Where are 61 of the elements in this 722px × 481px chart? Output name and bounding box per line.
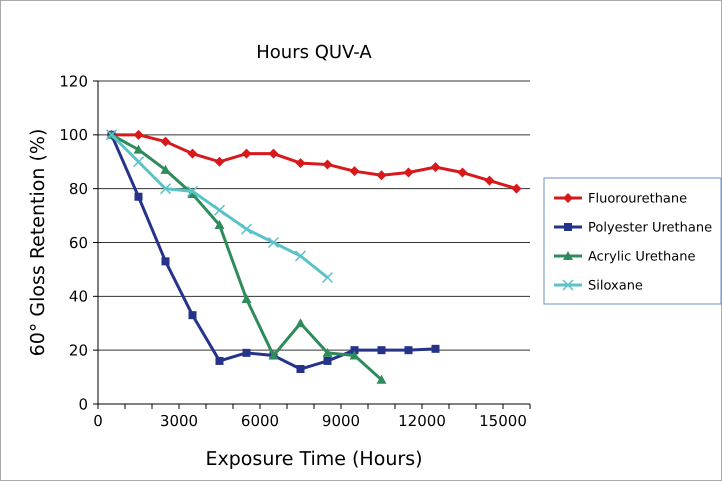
y-tick-label: 60	[68, 234, 88, 252]
point	[404, 346, 412, 354]
point	[134, 144, 144, 154]
point	[322, 159, 332, 170]
legend-label: Siloxane	[588, 278, 643, 294]
y-tick-label: 100	[59, 126, 88, 144]
point	[216, 356, 224, 365]
point	[484, 176, 494, 186]
point	[214, 204, 226, 216]
point	[376, 374, 386, 384]
point	[242, 348, 250, 357]
point	[430, 162, 440, 172]
point	[296, 158, 306, 168]
point	[214, 220, 224, 230]
point	[160, 164, 170, 174]
legend-label: Fluorourethane	[588, 192, 688, 207]
point	[240, 223, 252, 235]
point	[350, 350, 360, 360]
point	[160, 182, 172, 194]
point	[294, 250, 306, 262]
point	[458, 168, 468, 178]
point	[214, 156, 224, 167]
point	[242, 294, 252, 304]
point	[296, 318, 306, 328]
x-axis-title: Exposure Time (Hours)	[205, 448, 423, 470]
point	[324, 356, 332, 365]
legend-label: Acrylic Urethane	[588, 250, 696, 265]
point	[134, 192, 142, 201]
point	[322, 272, 334, 284]
x-tick-label: 15000	[479, 412, 527, 430]
point	[242, 148, 252, 159]
point	[134, 130, 144, 140]
y-tick-label: 40	[68, 288, 88, 306]
point	[376, 170, 386, 180]
y-tick-label: 80	[68, 180, 88, 198]
point	[322, 348, 332, 357]
y-tick-label: 0	[78, 395, 88, 414]
point	[132, 156, 144, 168]
chart-title: Hours QUV-A	[256, 42, 372, 63]
x-tick-label: 12000	[398, 412, 446, 430]
point	[350, 166, 360, 176]
y-tick-label: 20	[68, 341, 88, 360]
point	[268, 148, 278, 159]
x-tick-label: 3000	[160, 412, 198, 430]
point	[160, 136, 170, 147]
x-tick-label: 0	[93, 412, 103, 430]
point	[404, 168, 414, 178]
point	[512, 184, 522, 194]
y-axis-title: 60° Gloss Retention (%)	[27, 128, 49, 356]
point	[378, 346, 386, 354]
y-tick-label: 120	[59, 72, 88, 90]
point	[162, 257, 170, 266]
point	[296, 365, 304, 374]
point	[268, 236, 280, 248]
legend-label: Polyester Urethane	[588, 220, 712, 236]
point	[186, 186, 198, 198]
x-tick-label: 9000	[322, 412, 360, 430]
x-tick-label: 6000	[240, 412, 280, 430]
point	[432, 344, 440, 353]
point	[188, 148, 198, 159]
point	[188, 311, 196, 320]
